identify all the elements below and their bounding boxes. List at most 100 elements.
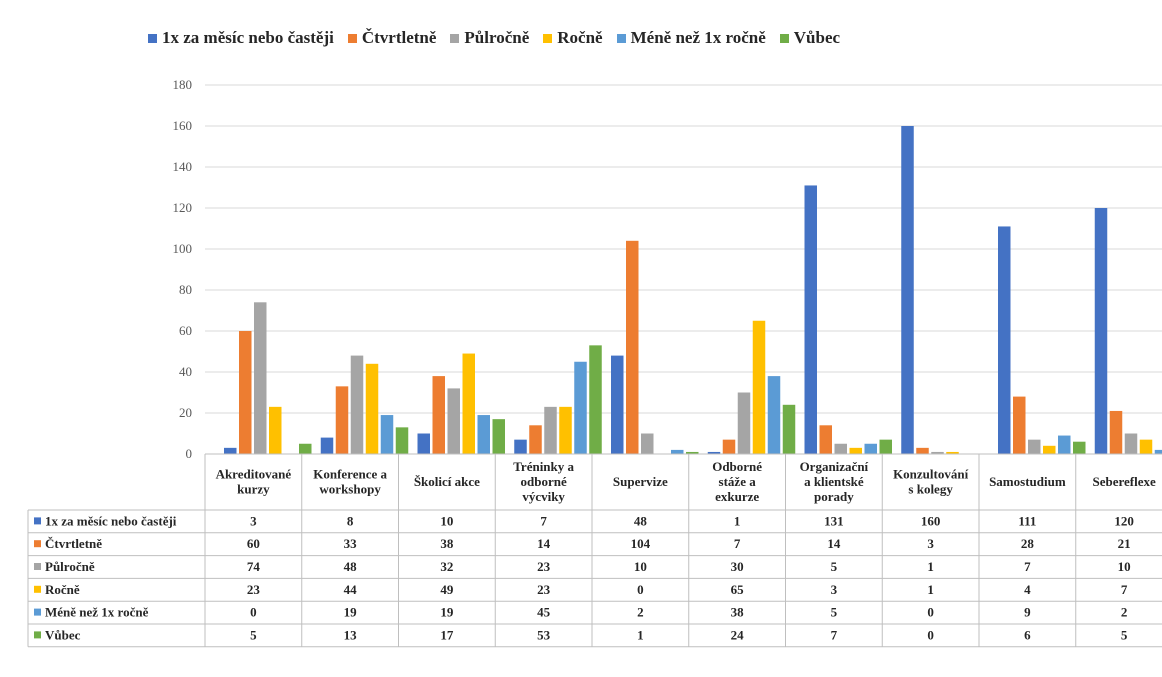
bar xyxy=(931,451,944,454)
table-cell: 7 xyxy=(1024,559,1031,574)
legend-item: Ročně xyxy=(543,28,603,48)
bar xyxy=(477,415,490,454)
bar xyxy=(350,355,364,454)
bar xyxy=(269,406,282,454)
table-cell: 21 xyxy=(1118,536,1131,551)
bar xyxy=(1028,439,1041,454)
table-cell: 23 xyxy=(247,582,261,597)
y-tick-label: 20 xyxy=(179,405,192,420)
table-cell: 7 xyxy=(734,536,741,551)
bar xyxy=(1013,396,1026,454)
legend-label: Půlročně xyxy=(464,28,530,47)
table-cell: 49 xyxy=(440,582,454,597)
category-label: Školicí akce xyxy=(414,474,480,489)
table-cell: 23 xyxy=(537,582,551,597)
legend-item: Půlročně xyxy=(450,28,529,48)
legend-label: Méně než 1x ročně xyxy=(630,28,766,47)
bar xyxy=(901,126,914,454)
bar xyxy=(834,443,847,454)
legend-swatch xyxy=(543,33,553,43)
table-cell: 8 xyxy=(347,513,354,528)
y-tick-label: 60 xyxy=(179,323,192,338)
bar xyxy=(447,388,460,454)
table-cell: 24 xyxy=(731,627,745,642)
bar xyxy=(1139,439,1153,454)
table-cell: 45 xyxy=(537,605,551,620)
bar xyxy=(335,386,349,454)
table-cell: 9 xyxy=(1024,605,1031,620)
bar xyxy=(722,439,736,454)
bar xyxy=(239,331,252,454)
table-cell: 5 xyxy=(831,559,838,574)
table-cell: 14 xyxy=(537,536,551,551)
bar xyxy=(782,404,796,454)
legend-swatch xyxy=(450,33,460,43)
legend-label: 1x za měsíc nebo častěji xyxy=(162,28,334,47)
bar xyxy=(916,447,929,454)
category-label: Tréninky a xyxy=(513,459,574,474)
table-cell: 32 xyxy=(440,559,453,574)
y-tick-label: 100 xyxy=(173,241,193,256)
legend-swatch xyxy=(347,33,357,43)
bar xyxy=(299,443,312,454)
row-swatch xyxy=(34,585,41,593)
category-label: Sebereflexe xyxy=(1092,474,1156,489)
table-cell: 2 xyxy=(637,605,644,620)
bar xyxy=(998,226,1011,454)
bar xyxy=(767,376,781,454)
table-cell: 14 xyxy=(827,536,841,551)
bar xyxy=(395,427,409,454)
bar xyxy=(804,185,817,454)
bar xyxy=(737,392,751,454)
table-cell: 160 xyxy=(921,513,941,528)
bar xyxy=(380,415,394,454)
legend-label: Vůbec xyxy=(793,28,841,47)
table-cell: 28 xyxy=(1021,536,1035,551)
legend-label: Čtvrtletně xyxy=(361,28,437,47)
row-swatch xyxy=(34,631,41,639)
table-cell: 44 xyxy=(344,582,358,597)
category-label: Odborné xyxy=(712,459,762,474)
bar xyxy=(320,437,334,454)
row-header: Čtvrtletně xyxy=(45,536,102,551)
bar xyxy=(529,425,542,454)
bar xyxy=(574,361,587,454)
category-label: odborné xyxy=(521,474,567,489)
y-tick-label: 160 xyxy=(173,118,193,133)
bar xyxy=(254,302,267,454)
category-label: Konference a xyxy=(313,467,387,482)
table-cell: 13 xyxy=(344,627,358,642)
bar xyxy=(1058,435,1071,454)
legend-swatch xyxy=(148,33,157,43)
table-cell: 38 xyxy=(731,605,745,620)
bar xyxy=(1073,441,1086,454)
legend-item: Vůbec xyxy=(779,28,841,48)
bar xyxy=(641,433,654,454)
bar xyxy=(1124,433,1138,454)
table-cell: 4 xyxy=(1024,582,1031,597)
table-cell: 23 xyxy=(537,559,551,574)
bar xyxy=(752,320,766,454)
table-cell: 3 xyxy=(250,513,257,528)
table-cell: 1 xyxy=(734,513,741,528)
bar xyxy=(514,439,527,454)
table-cell: 0 xyxy=(927,627,934,642)
legend-swatch xyxy=(616,33,626,43)
bar xyxy=(417,433,430,454)
row-header: Vůbec xyxy=(45,627,81,642)
row-swatch xyxy=(34,517,41,525)
bar xyxy=(864,443,877,454)
bar xyxy=(365,363,379,454)
table-cell: 19 xyxy=(344,605,358,620)
table-cell: 6 xyxy=(1024,627,1031,642)
table-cell: 131 xyxy=(824,513,844,528)
legend-label: Ročně xyxy=(557,28,603,47)
bar xyxy=(559,406,572,454)
category-label: porady xyxy=(814,489,854,504)
table-cell: 0 xyxy=(250,605,257,620)
table-cell: 0 xyxy=(637,582,644,597)
table-cell: 48 xyxy=(344,559,358,574)
bar xyxy=(224,447,237,454)
table-cell: 17 xyxy=(440,627,454,642)
chart-legend: 1x za měsíc nebo častěji Čtvrtletně Půlroč… xyxy=(148,28,840,48)
